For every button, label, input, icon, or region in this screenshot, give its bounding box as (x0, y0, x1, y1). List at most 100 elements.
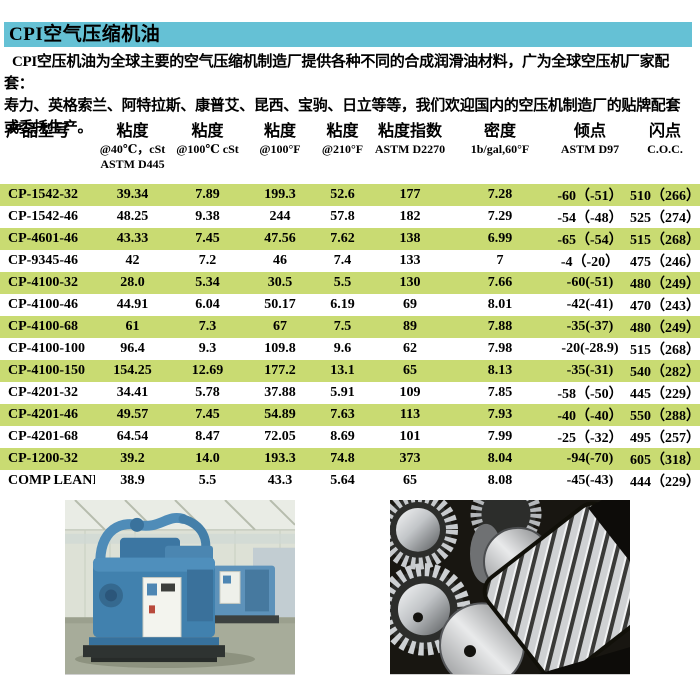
background-compressor-unit (211, 565, 279, 624)
table-cell: 8.01 (487, 297, 513, 312)
intro-line: 或委托生产。 (4, 120, 93, 136)
column-header: 闪点 C.O.C. (630, 120, 700, 184)
table-cell: 199.3 (245, 184, 315, 206)
column-header: 粘度指数 ASTM D2270 (370, 120, 450, 184)
table-row: CP-4201-32 34.41 5.78 37.88 5.91 109 7.85 -58（-… (0, 382, 700, 404)
table-cell: 74.8 (315, 448, 370, 470)
table-cell: 42 (125, 253, 140, 268)
table-cell: 14.0 (170, 448, 245, 470)
table-cell: 8.69 (330, 429, 355, 444)
spec-table-header-row: 产品型号 粘度 @40℃，cSt ASTM D445 粘度 @100℃ cSt 粘度 @100… (0, 120, 700, 184)
table-cell: 34.41 (116, 385, 149, 400)
table-cell: 470（243） (630, 299, 700, 314)
table-cell: 8.47 (195, 429, 220, 444)
product-name: CP-4100-46 (8, 297, 78, 312)
table-cell: 540（282） (630, 360, 700, 382)
table-cell: 7.2 (198, 253, 217, 268)
table-cell: 7 (496, 253, 504, 268)
table-cell: 49.57 (95, 404, 170, 426)
table-cell: 64.54 (116, 429, 149, 444)
table-cell: 8.04 (450, 448, 550, 470)
table-cell: 7.66 (450, 272, 550, 294)
column-header-title: 密度 (483, 123, 516, 140)
table-cell: 30.5 (245, 272, 315, 294)
main-compressor-unit (83, 512, 225, 663)
table-cell: 7.28 (450, 184, 550, 206)
column-header-subtitle: C.O.C. (647, 142, 683, 156)
table-cell: 154.25 (95, 360, 170, 382)
column-header-subtitle: ASTM D445 (100, 157, 165, 171)
table-cell: 57.8 (330, 209, 355, 224)
table-cell: 54.89 (245, 404, 315, 426)
table-cell: -65（-54） (550, 228, 630, 250)
table-cell: 5.91 (330, 385, 355, 400)
column-header: 粘度 @100°F (245, 120, 315, 184)
product-name: CP-4100-68 (0, 316, 95, 338)
table-cell: 62 (403, 341, 417, 356)
table-cell: 7.5 (315, 316, 370, 338)
table-cell: 96.4 (120, 341, 145, 356)
table-cell: 6.04 (195, 297, 220, 312)
table-cell: 5.78 (195, 385, 220, 400)
compressor-photo (65, 500, 295, 675)
table-row: CP-4100-32 28.0 5.34 30.5 5.5 130 7.66 -60(-51)… (0, 272, 700, 294)
table-cell: 515（268） (630, 228, 700, 250)
column-header: 密度 1b/gal,60°F (450, 120, 550, 184)
table-cell: 8.08 (487, 473, 513, 488)
table-cell: 113 (370, 404, 450, 426)
table-cell: 6.99 (450, 228, 550, 250)
table-cell: -25（-32） (557, 431, 623, 446)
table-cell: 480（249） (630, 272, 700, 294)
table-cell: 50.17 (264, 297, 296, 312)
table-row: CP-4601-46 43.33 7.45 47.56 7.62 138 6.99 -65（-… (0, 228, 700, 250)
table-cell: 7.62 (315, 228, 370, 250)
table-cell: 46 (273, 253, 287, 268)
table-cell: 37.88 (264, 385, 296, 400)
table-cell: 5.34 (170, 272, 245, 294)
table-row: CP-1200-32 39.2 14.0 193.3 74.8 373 8.04 -94(-7… (0, 448, 700, 470)
table-cell: -94(-70) (550, 448, 630, 470)
table-cell: 89 (370, 316, 450, 338)
table-cell: 510（266） (630, 184, 700, 206)
column-header: 产品型号 (0, 120, 95, 184)
table-cell: 43.33 (95, 228, 170, 250)
table-cell: 444（229） (630, 475, 700, 490)
column-header-subtitle: @100℃ cSt (176, 142, 239, 156)
table-cell: 72.05 (264, 429, 296, 444)
table-cell: 130 (370, 272, 450, 294)
table-cell: -42(-41) (566, 297, 614, 312)
table-cell: 44.91 (116, 297, 149, 312)
product-name: CP-1542-32 (0, 184, 95, 206)
product-name: CP-1200-32 (0, 448, 95, 470)
column-header-title: 粘度 (326, 123, 359, 140)
column-header-title: 粘度 (191, 123, 224, 140)
column-header: 倾点 ASTM D97 (550, 120, 630, 184)
table-cell: 515（268） (630, 343, 700, 358)
table-cell: 109.8 (264, 341, 296, 356)
table-cell: -4（-20） (560, 255, 620, 270)
table-cell: -40（-40） (550, 404, 630, 426)
column-header-title: 粘度 (116, 123, 149, 140)
table-cell: 12.69 (170, 360, 245, 382)
table-row: CP-4201-46 49.57 7.45 54.89 7.63 113 7.93 -40（-… (0, 404, 700, 426)
table-row: COMP LEANII 38.9 5.5 43.3 5.64 65 8.08 -45(-43)… (0, 470, 700, 492)
table-cell: -20(-28.9) (561, 341, 619, 356)
table-cell: 7.85 (487, 385, 513, 400)
table-row: CP-1542-46 48.25 9.38 244 57.8 182 7.29 -54（-48… (0, 206, 700, 228)
table-cell: 43.3 (267, 473, 293, 488)
column-header: 粘度 @100℃ cSt (170, 120, 245, 184)
intro-line: 寿力、英格索兰、阿特拉斯、康普艾、昆西、宝驹、日立等等，我们欢迎国内的空压机制造… (4, 98, 681, 114)
table-cell: 193.3 (245, 448, 315, 470)
table-cell: 138 (370, 228, 450, 250)
table-cell: -58（-50） (557, 387, 623, 402)
table-cell: 9.3 (198, 341, 217, 356)
column-header-subtitle: ASTM D2270 (374, 142, 446, 156)
table-cell: 605（318） (630, 448, 700, 470)
table-cell: 7.93 (450, 404, 550, 426)
table-row: CP-4100-150 154.25 12.69 177.2 13.1 65 8.13 -35… (0, 360, 700, 382)
table-cell: 7.89 (170, 184, 245, 206)
page-title: CPI空气压缩机油 (4, 22, 692, 47)
column-header-title: 倾点 (573, 123, 606, 140)
table-cell: 65 (370, 360, 450, 382)
table-row: CP-4100-46 44.91 6.04 50.17 6.19 69 8.01 -42(-4… (0, 294, 700, 316)
